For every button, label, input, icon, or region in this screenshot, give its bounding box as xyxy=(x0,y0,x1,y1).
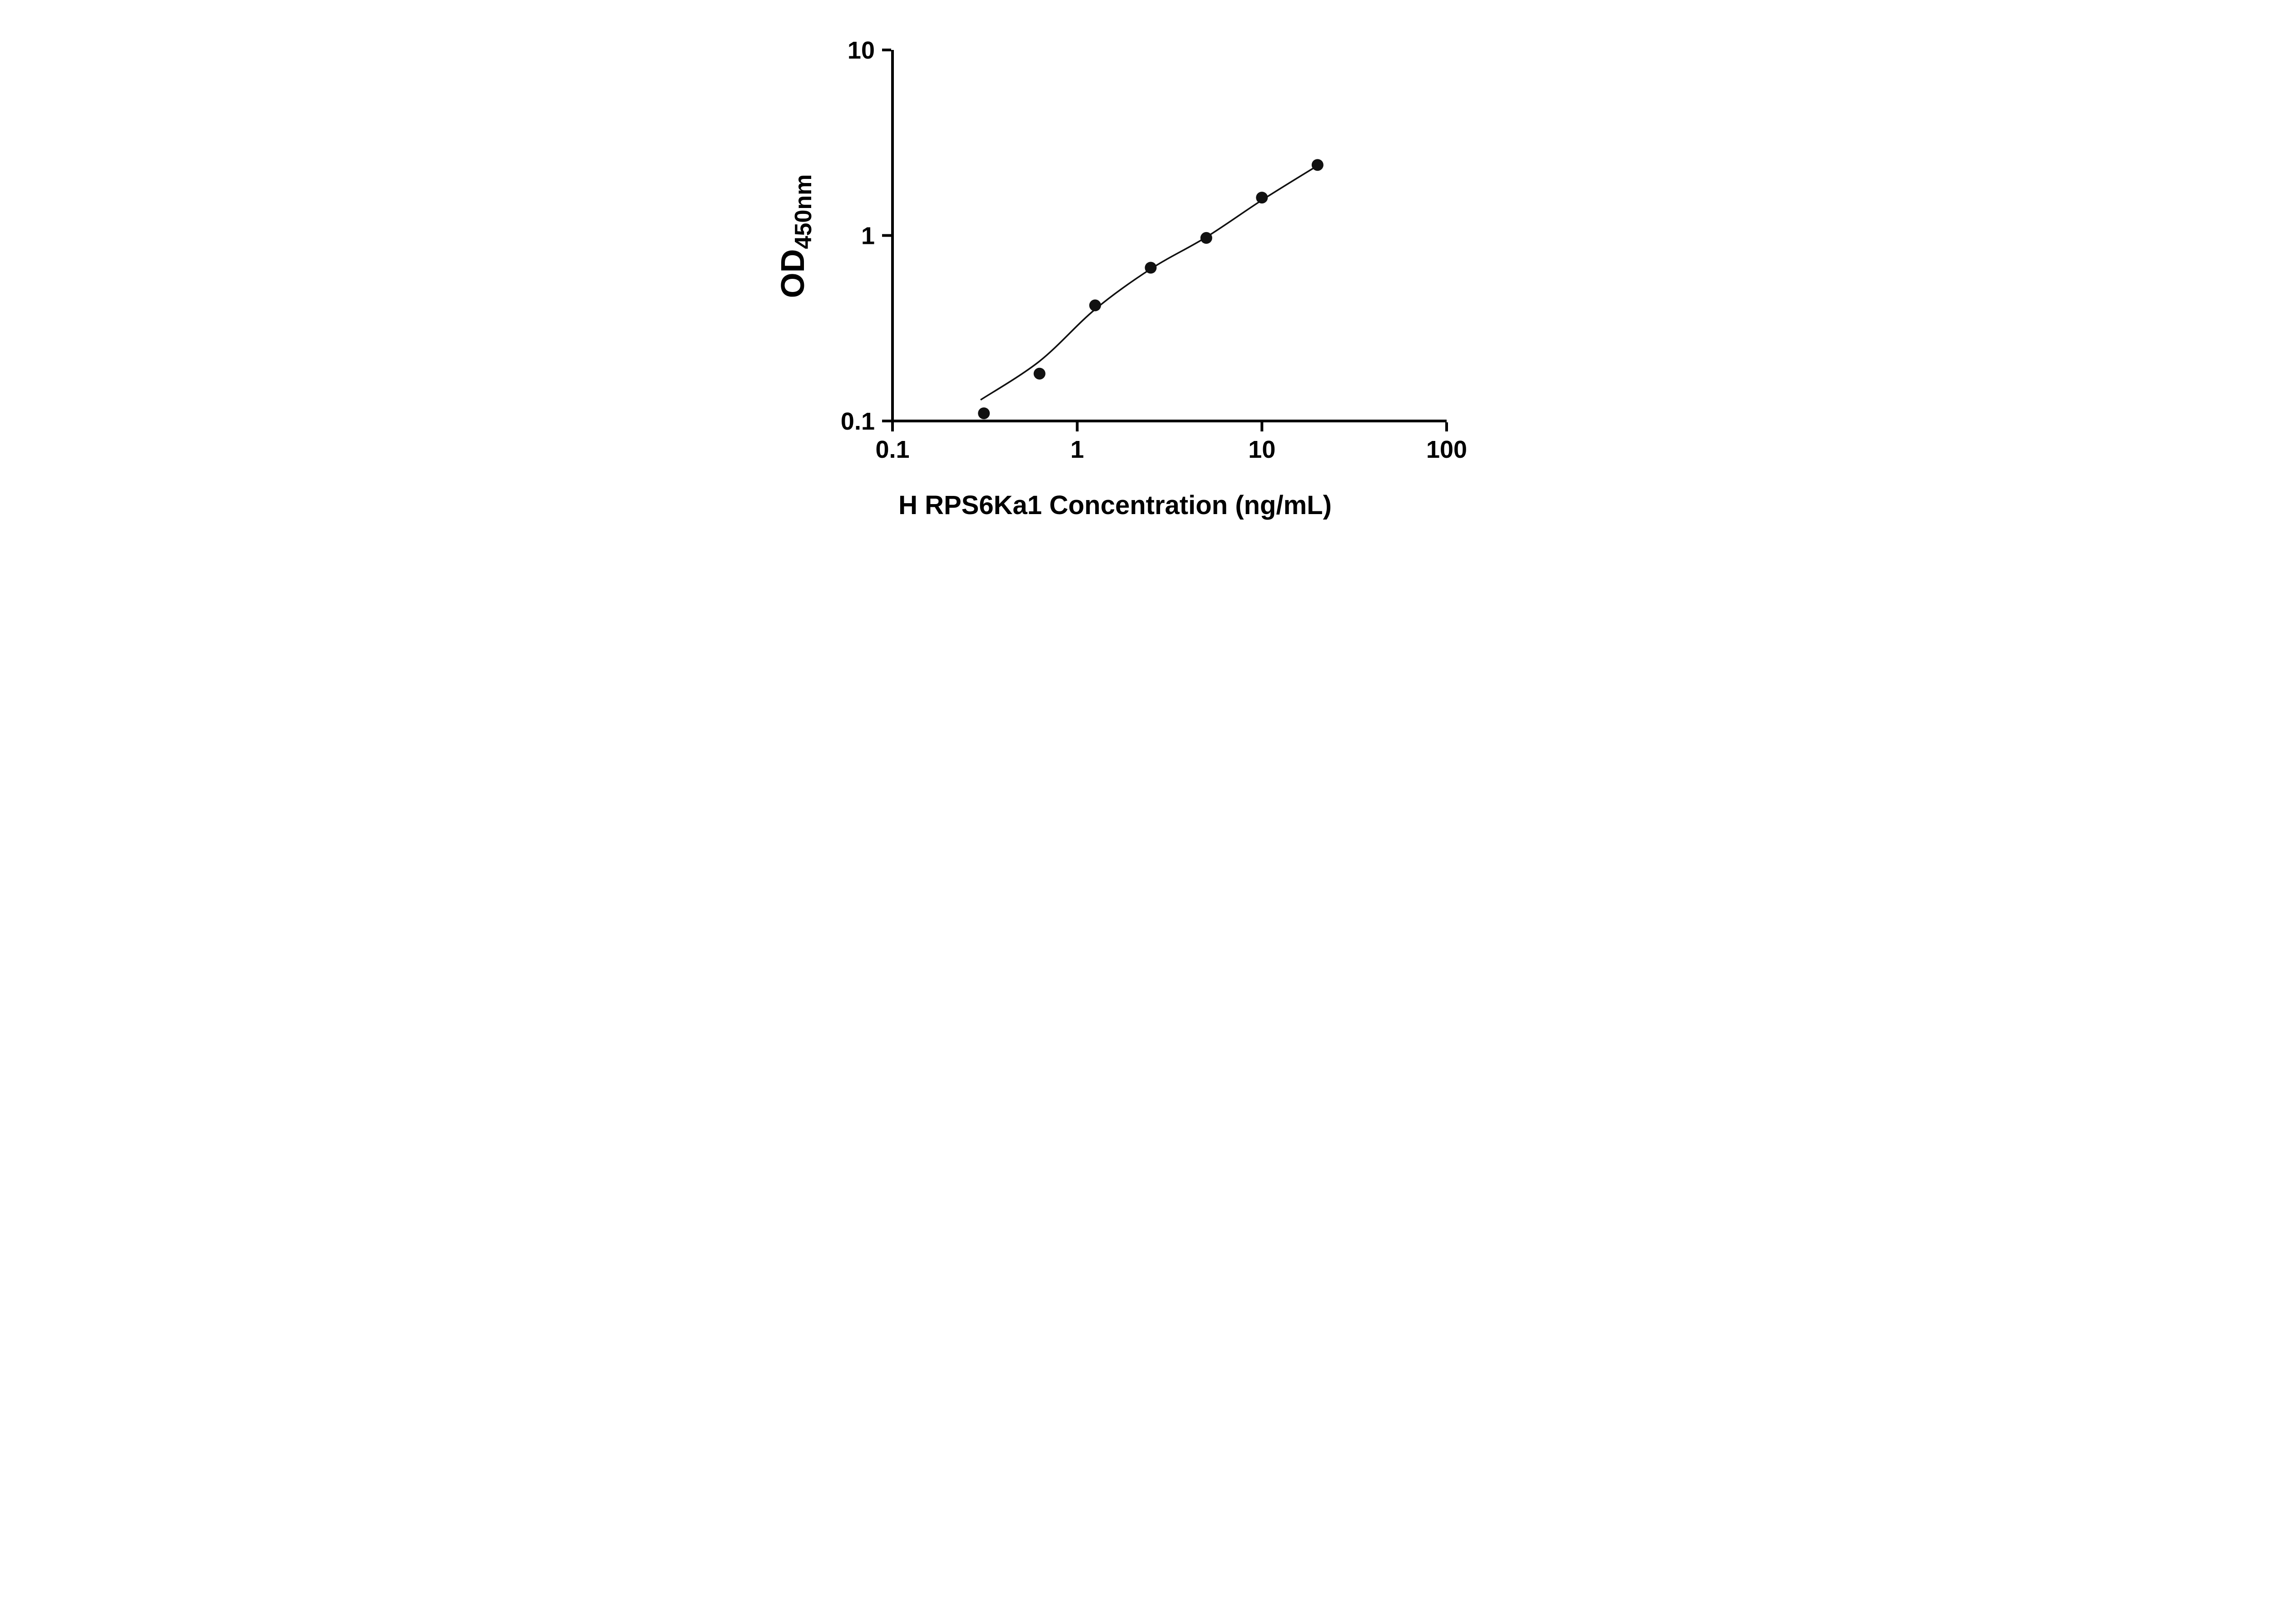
axis-spines xyxy=(891,50,1447,422)
data-point xyxy=(978,407,990,420)
y-tick-label: 1 xyxy=(861,223,875,250)
y-tick-label: 10 xyxy=(848,37,875,64)
x-tick-label: 10 xyxy=(1248,436,1275,463)
data-point xyxy=(1033,367,1046,380)
data-layer xyxy=(978,159,1324,420)
y-tick-label: 0.1 xyxy=(841,408,875,435)
data-point xyxy=(1311,159,1324,171)
y-axis-title-main: OD xyxy=(775,249,811,298)
elisa-standard-curve-chart: 0.1 1 10 100 0.1 1 10 H RPS6Ka1 Concentration … xyxy=(752,0,1519,541)
data-point xyxy=(1256,192,1268,204)
y-axis-title-subscript: 450nm xyxy=(790,174,817,249)
data-point xyxy=(1089,299,1101,312)
data-point xyxy=(1200,232,1212,244)
x-tick-label: 1 xyxy=(1071,436,1084,463)
x-tick-label: 100 xyxy=(1426,436,1467,463)
x-tick-label: 0.1 xyxy=(875,436,909,463)
elisa-standard-curve-figure: 0.1 1 10 100 0.1 1 10 H RPS6Ka1 Concentration … xyxy=(752,0,1519,541)
fit-line xyxy=(980,165,1318,401)
x-axis-title: H RPS6Ka1 Concentration (ng/mL) xyxy=(898,490,1332,520)
axes-layer: 0.1 1 10 100 0.1 1 10 xyxy=(841,37,1467,463)
data-point xyxy=(1145,262,1157,274)
y-axis-title: OD450nm xyxy=(775,174,817,298)
